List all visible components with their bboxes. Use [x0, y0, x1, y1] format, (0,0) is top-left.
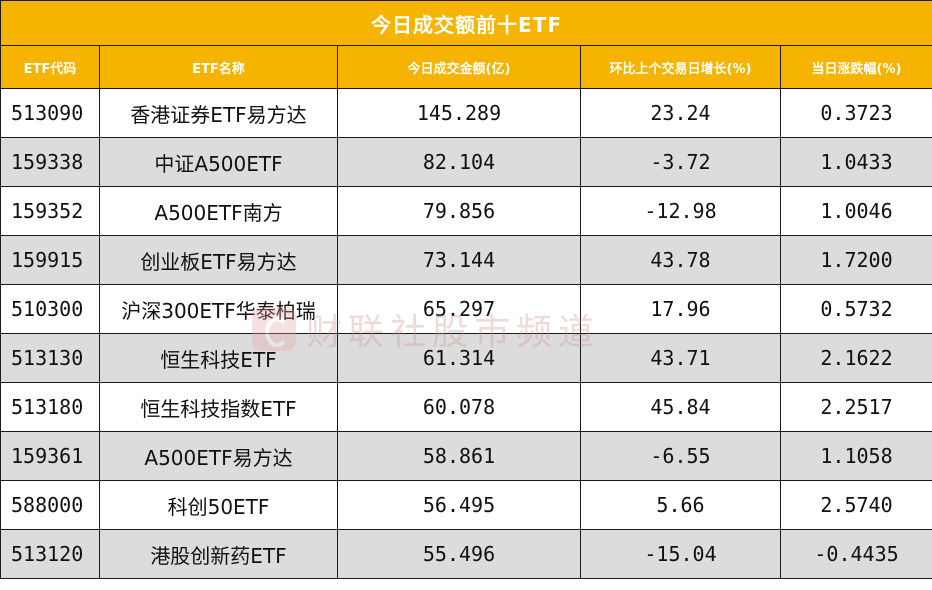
turnover-cell: 65.297 [337, 284, 581, 334]
etf-name-cell: 科创50ETF [99, 480, 338, 530]
growth-cell: 23.24 [580, 88, 781, 138]
growth-cell: -15.04 [580, 529, 781, 579]
change-cell: -0.4435 [779, 529, 932, 579]
change-cell: 2.5740 [779, 480, 932, 530]
etf-code-cell: 510300 [0, 284, 100, 334]
table-header-row: ETF代码 ETF名称 今日成交金额(亿) 环比上个交易日增长(%) 当日涨跌幅… [0, 45, 932, 89]
growth-cell: 17.96 [580, 284, 781, 334]
table-row: 159361 A500ETF易方达 58.861 -6.55 1.1058 [0, 431, 932, 481]
header-turnover: 今日成交金额(亿) [337, 45, 581, 89]
etf-code-cell: 159352 [0, 186, 100, 236]
table-title-row: 今日成交额前十ETF [0, 0, 932, 46]
header-growth: 环比上个交易日增长(%) [580, 45, 781, 89]
turnover-cell: 79.856 [337, 186, 581, 236]
growth-cell: -6.55 [580, 431, 781, 481]
table-row: 510300 沪深300ETF华泰柏瑞 65.297 17.96 0.5732 [0, 284, 932, 334]
growth-cell: 45.84 [580, 382, 781, 432]
change-cell: 1.0046 [779, 186, 932, 236]
turnover-cell: 73.144 [337, 235, 581, 285]
etf-code-cell: 513120 [0, 529, 100, 579]
header-etf-name: ETF名称 [99, 45, 338, 89]
turnover-cell: 61.314 [337, 333, 581, 383]
change-cell: 1.1058 [779, 431, 932, 481]
turnover-cell: 60.078 [337, 382, 581, 432]
change-cell: 0.5732 [779, 284, 932, 334]
change-cell: 2.2517 [779, 382, 932, 432]
turnover-cell: 56.495 [337, 480, 581, 530]
turnover-cell: 82.104 [337, 137, 581, 187]
etf-code-cell: 159338 [0, 137, 100, 187]
change-cell: 0.3723 [779, 88, 932, 138]
growth-cell: -12.98 [580, 186, 781, 236]
table-row: 159915 创业板ETF易方达 73.144 43.78 1.7200 [0, 235, 932, 285]
table-title: 今日成交额前十ETF [0, 0, 932, 46]
table-row: 159338 中证A500ETF 82.104 -3.72 1.0433 [0, 137, 932, 187]
etf-name-cell: 港股创新药ETF [99, 529, 338, 579]
table-row: 513090 香港证券ETF易方达 145.289 23.24 0.3723 [0, 88, 932, 138]
etf-name-cell: 中证A500ETF [99, 137, 338, 187]
etf-name-cell: 沪深300ETF华泰柏瑞 [99, 284, 338, 334]
etf-name-cell: 创业板ETF易方达 [99, 235, 338, 285]
turnover-cell: 55.496 [337, 529, 581, 579]
table-row: 159352 A500ETF南方 79.856 -12.98 1.0046 [0, 186, 932, 236]
etf-code-cell: 159915 [0, 235, 100, 285]
change-cell: 1.0433 [779, 137, 932, 187]
header-change: 当日涨跌幅(%) [779, 45, 932, 89]
growth-cell: -3.72 [580, 137, 781, 187]
turnover-cell: 58.861 [337, 431, 581, 481]
growth-cell: 43.71 [580, 333, 781, 383]
etf-code-cell: 159361 [0, 431, 100, 481]
turnover-cell: 145.289 [337, 88, 581, 138]
etf-name-cell: 恒生科技指数ETF [99, 382, 338, 432]
etf-code-cell: 588000 [0, 480, 100, 530]
header-etf-code: ETF代码 [0, 45, 100, 89]
change-cell: 2.1622 [779, 333, 932, 383]
table-row: 588000 科创50ETF 56.495 5.66 2.5740 [0, 480, 932, 530]
etf-code-cell: 513180 [0, 382, 100, 432]
etf-name-cell: 恒生科技ETF [99, 333, 338, 383]
etf-code-cell: 513130 [0, 333, 100, 383]
etf-name-cell: 香港证券ETF易方达 [99, 88, 338, 138]
change-cell: 1.7200 [779, 235, 932, 285]
table-row: 513180 恒生科技指数ETF 60.078 45.84 2.2517 [0, 382, 932, 432]
growth-cell: 5.66 [580, 480, 781, 530]
table-row: 513120 港股创新药ETF 55.496 -15.04 -0.4435 [0, 529, 932, 579]
growth-cell: 43.78 [580, 235, 781, 285]
etf-name-cell: A500ETF易方达 [99, 431, 338, 481]
etf-name-cell: A500ETF南方 [99, 186, 338, 236]
table-row: 513130 恒生科技ETF 61.314 43.71 2.1622 [0, 333, 932, 383]
etf-code-cell: 513090 [0, 88, 100, 138]
